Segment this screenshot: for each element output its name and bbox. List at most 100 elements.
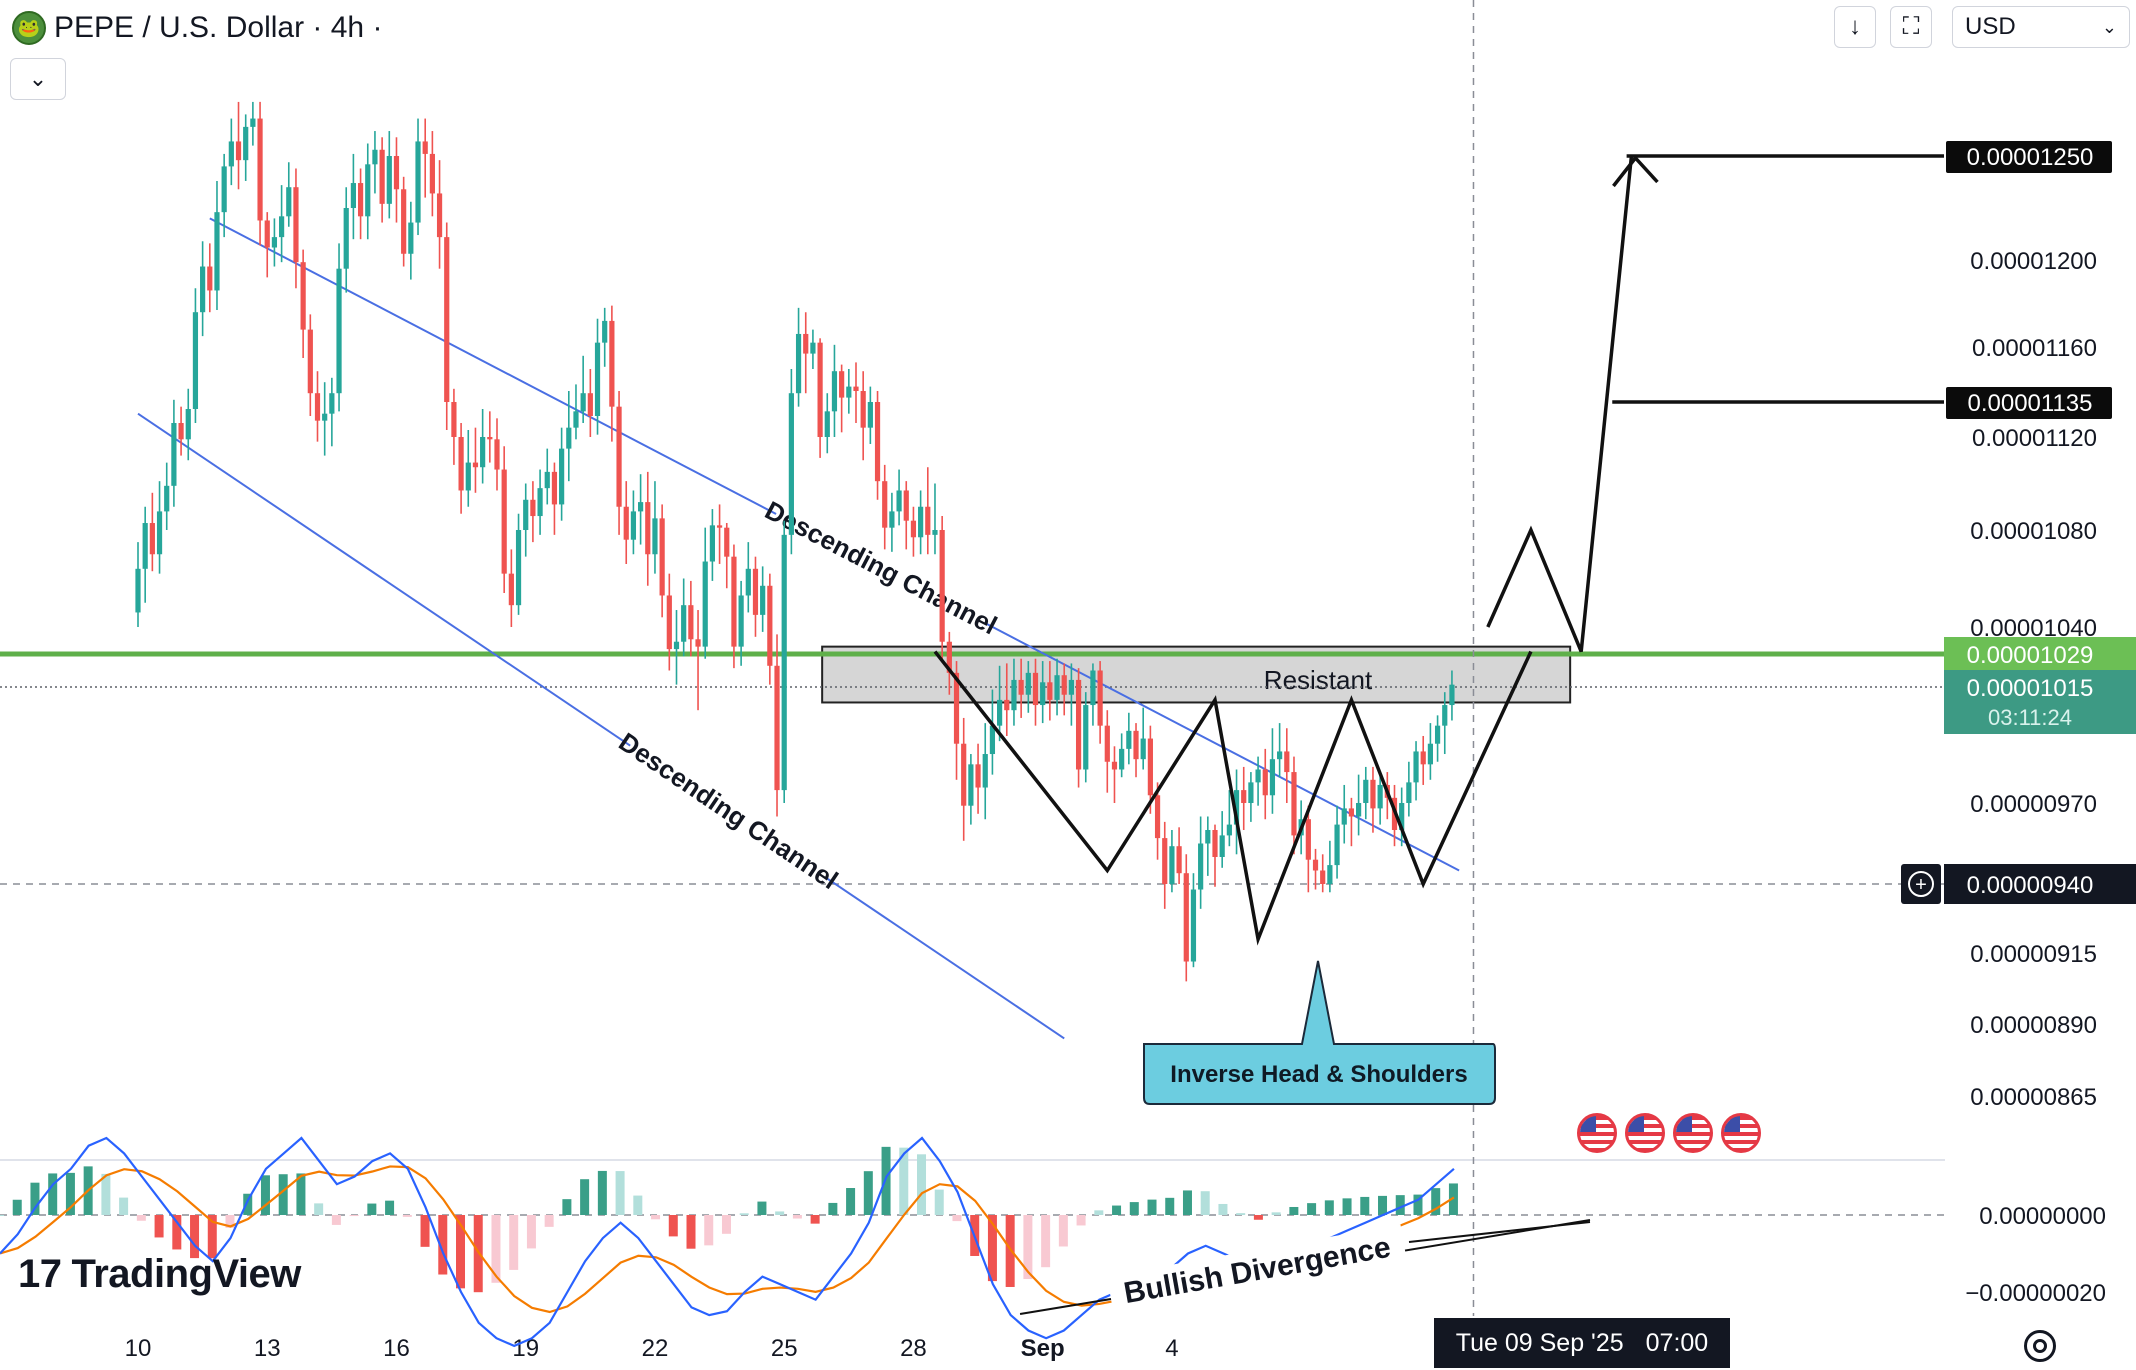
- candle-body: [1104, 725, 1110, 762]
- target-price-badge-label: 0.00001135: [1967, 390, 2092, 417]
- pattern-path: [933, 650, 1533, 946]
- candle-body: [774, 665, 780, 791]
- candle-body: [659, 518, 665, 596]
- resistance-zone-label: Resistant: [1264, 665, 1373, 695]
- candle-body: [408, 222, 414, 254]
- macd-histogram-bar: [331, 1215, 341, 1225]
- candle-body: [903, 490, 909, 521]
- candle-body: [896, 490, 902, 512]
- chevron-down-icon: ⌄: [2101, 16, 2117, 37]
- macd-histogram-bar: [260, 1175, 270, 1215]
- candle-body: [465, 462, 471, 491]
- macd-histogram-bar: [225, 1215, 235, 1228]
- candle-body: [178, 423, 184, 440]
- settings-icon[interactable]: [2024, 1330, 2056, 1362]
- macd-histogram-bar: [154, 1215, 164, 1238]
- time-axis-label: 28: [900, 1335, 927, 1362]
- fullscreen-button[interactable]: ⛶: [1890, 6, 1932, 48]
- candle-body: [544, 471, 550, 489]
- candle-body: [1420, 751, 1426, 765]
- us-flag-event-icon[interactable]: [1673, 1113, 1713, 1153]
- candle-body: [336, 268, 342, 394]
- macd-histogram-bar: [1200, 1191, 1210, 1215]
- price-axis-label: 0.00001080: [1970, 518, 2097, 545]
- bar-countdown-label: 03:11:24: [1988, 705, 2072, 730]
- candle-body: [1090, 670, 1096, 706]
- tradingview-logo[interactable]: 17 TradingView: [18, 1252, 301, 1297]
- candle-body: [458, 437, 464, 491]
- symbol-header[interactable]: 🐸 PEPE / U.S. Dollar · 4h ·: [12, 8, 382, 48]
- target-price-badge: [1946, 387, 2112, 419]
- macd-histogram-bar: [1094, 1210, 1104, 1215]
- candle-body: [738, 595, 744, 647]
- candle-body: [1327, 865, 1333, 884]
- candle-body: [889, 511, 895, 528]
- candle-body: [1255, 769, 1261, 783]
- price-axis-label: 0.00001160: [1972, 335, 2097, 362]
- candle-body: [192, 312, 199, 409]
- candle-body: [803, 333, 809, 354]
- candle-body: [587, 393, 593, 416]
- currency-select[interactable]: USD ⌄: [1952, 6, 2130, 48]
- macd-histogram-bar: [562, 1199, 572, 1215]
- candle-body: [480, 437, 486, 468]
- macd-histogram-bar: [863, 1171, 873, 1215]
- collapse-legend-button[interactable]: ⌄: [10, 58, 66, 100]
- candle-body: [1162, 838, 1168, 884]
- candle-body: [716, 525, 723, 528]
- candle-body: [508, 573, 514, 606]
- us-flag-event-icon[interactable]: [1721, 1113, 1761, 1153]
- candle-body: [795, 333, 802, 394]
- resistance-price-badge: [1944, 637, 2136, 671]
- candle-body: [616, 406, 622, 507]
- candle-body: [1277, 751, 1283, 760]
- candle-body: [1442, 705, 1448, 726]
- fullscreen-icon: ⛶: [1902, 13, 1920, 40]
- candle-body: [1363, 779, 1369, 803]
- channel-label: Descending Channel: [760, 495, 1002, 641]
- candle-body: [487, 437, 493, 440]
- time-axis-label: 25: [771, 1335, 798, 1362]
- macd-histogram-bar: [846, 1188, 856, 1215]
- macd-histogram-bar: [1218, 1203, 1228, 1215]
- candle-body: [594, 342, 601, 416]
- us-flag-event-icon[interactable]: [1625, 1113, 1665, 1153]
- macd-histogram-bar: [136, 1215, 146, 1221]
- macd-histogram-bar: [207, 1215, 217, 1259]
- time-axis-label: 16: [383, 1335, 410, 1362]
- candle-body: [1198, 843, 1204, 890]
- candle-body: [451, 402, 457, 437]
- candle-body: [853, 386, 859, 391]
- candle-body: [1291, 772, 1297, 836]
- macd-histogram-bar: [952, 1215, 962, 1222]
- macd-histogram-bar: [704, 1215, 714, 1246]
- macd-histogram-bar: [526, 1215, 536, 1249]
- candle-body: [1356, 803, 1362, 817]
- candle-body: [135, 568, 141, 613]
- candle-body: [1047, 682, 1053, 700]
- candle-body: [149, 523, 155, 555]
- candle-body: [343, 208, 349, 269]
- price-axis-label: 0.00000890: [1970, 1012, 2097, 1039]
- macd-histogram-bar: [296, 1173, 306, 1215]
- candle-body: [207, 266, 213, 291]
- macd-histogram-bar: [792, 1215, 802, 1219]
- time-axis-label: Sep: [1021, 1335, 1065, 1362]
- candle-body: [918, 506, 924, 538]
- us-flag-event-icon[interactable]: [1577, 1113, 1617, 1153]
- macd-histogram-bar: [1076, 1215, 1086, 1226]
- price-axis-label: 0.00001200: [1970, 248, 2097, 275]
- candle-body: [1040, 682, 1046, 706]
- macd-histogram-bar: [615, 1171, 625, 1215]
- candle-body: [537, 488, 543, 517]
- candle-body: [702, 561, 708, 647]
- symbol-title: PEPE / U.S. Dollar · 4h ·: [54, 11, 383, 44]
- macd-histogram-bar: [1324, 1200, 1334, 1215]
- download-button[interactable]: ↓: [1834, 6, 1876, 48]
- candle-body: [515, 530, 522, 606]
- macd-histogram-bar: [1182, 1190, 1192, 1215]
- time-axis-label: 4: [1165, 1335, 1178, 1362]
- macd-histogram-bar: [12, 1199, 22, 1215]
